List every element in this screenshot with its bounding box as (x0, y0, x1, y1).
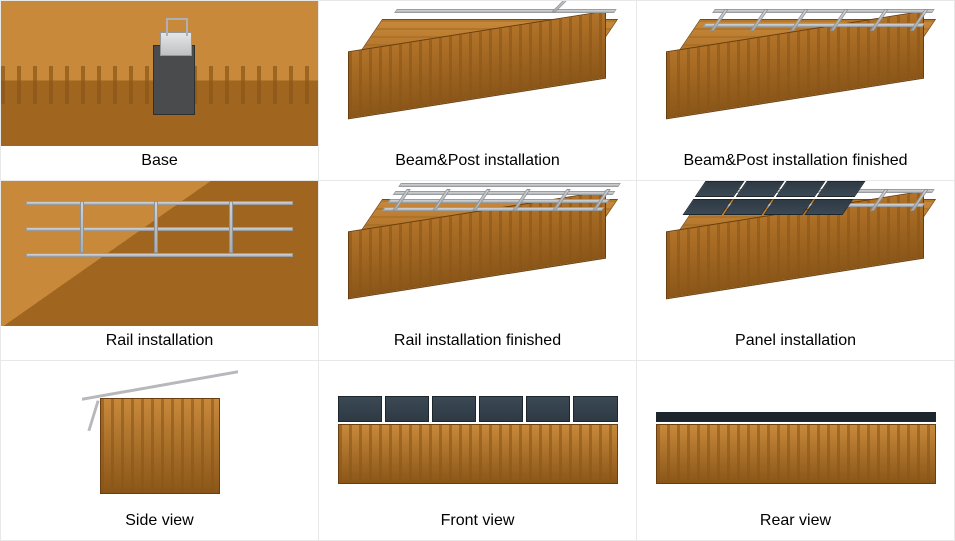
caption-rear: Rear view (760, 506, 831, 540)
container-iso-icon (666, 19, 926, 129)
illustration-panel (637, 181, 954, 326)
solar-panel-row-icon (656, 412, 936, 422)
illustration-rail-done (319, 181, 636, 326)
container-rear-icon (656, 374, 936, 494)
container-front-icon (338, 374, 618, 494)
container-iso-icon (348, 199, 608, 309)
caption-base: Base (141, 146, 177, 180)
mounting-clamp-icon (153, 45, 195, 115)
illustration-front (319, 361, 636, 506)
illustration-side (1, 361, 318, 506)
container-iso-icon (666, 199, 926, 309)
illustration-rail (1, 181, 318, 326)
cell-rail-done: Rail installation finished (319, 181, 636, 360)
cell-beam-post-done: Beam&Post installation finished (637, 1, 954, 180)
caption-side: Side view (125, 506, 193, 540)
caption-front: Front view (441, 506, 515, 540)
cell-front: Front view (319, 361, 636, 540)
illustration-beam-post-done (637, 1, 954, 146)
cell-side: Side view (1, 361, 318, 540)
cell-beam-post: Beam&Post installation (319, 1, 636, 180)
solar-panel-row-icon (338, 396, 618, 422)
caption-rail: Rail installation (106, 326, 214, 360)
cell-rail: Rail installation (1, 181, 318, 360)
caption-panel: Panel installation (735, 326, 856, 360)
cell-rear: Rear view (637, 361, 954, 540)
caption-rail-done: Rail installation finished (394, 326, 561, 360)
cell-base: Base (1, 1, 318, 180)
container-iso-icon (348, 19, 608, 129)
container-side-icon (100, 374, 220, 494)
installation-grid: Base Beam&Post installation (0, 0, 955, 541)
caption-beam-post-done: Beam&Post installation finished (683, 146, 907, 180)
caption-beam-post: Beam&Post installation (395, 146, 560, 180)
illustration-rear (637, 361, 954, 506)
cell-panel: Panel installation (637, 181, 954, 360)
illustration-base (1, 1, 318, 146)
illustration-beam-post (319, 1, 636, 146)
